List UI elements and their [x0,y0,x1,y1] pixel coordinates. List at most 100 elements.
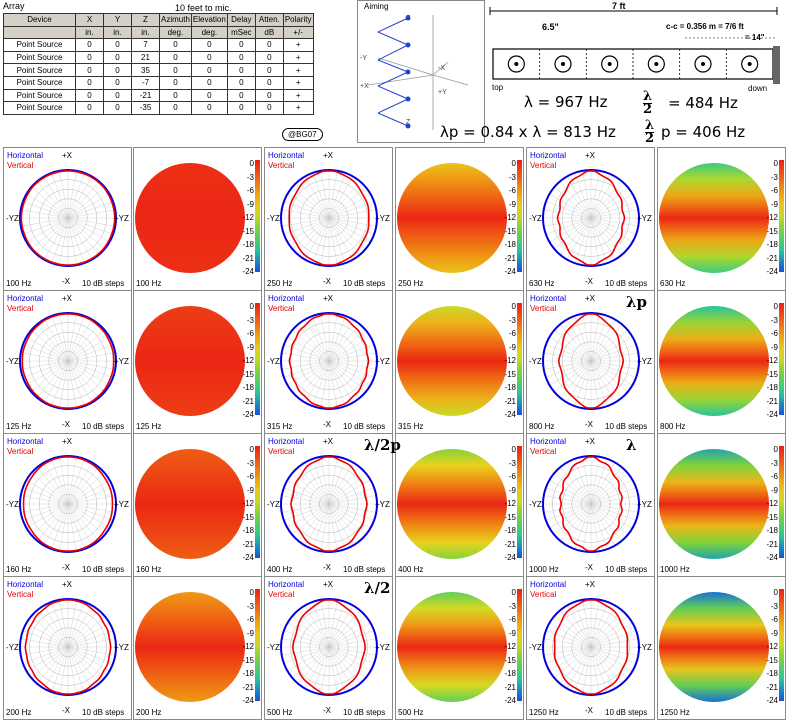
polar-grid-spoke [566,176,592,219]
table-cell: 0 [190,88,228,103]
horizontal-response-trace [280,169,378,267]
polar-grid-spoke [328,646,346,693]
scale-tick-label: -24 [504,267,516,276]
scale-tick-label: -24 [504,410,516,419]
polar-grid-spoke [283,217,330,235]
polar-grid-spoke [283,487,330,505]
frequency-label: 125 Hz [6,422,32,431]
polar-plot-svg [19,169,117,267]
polar-grid-spoke [67,201,114,219]
table-cell: -35 [131,101,160,115]
heatmap-svg [135,589,260,702]
table-cell: + [282,101,314,115]
polar-grid-spoke [559,181,592,219]
polar-grid-spoke [590,170,600,219]
scale-tick-label: -15 [242,655,254,665]
legend-vertical: Vertical [530,590,557,599]
polar-grid-spoke [545,344,592,362]
axis-plus-x: +X [585,580,596,589]
scale-tick-label: 0 [511,159,516,168]
scale-tick-label: -21 [242,682,254,692]
polar-grid-spoke [545,487,592,505]
table-cell: in. [75,25,104,40]
polar-grid-spoke [328,646,354,689]
polar-grid-spoke [20,638,69,648]
polar-grid-spoke [328,605,354,648]
polar-grid-spoke [590,458,608,505]
scale-tick-label: -3 [770,315,778,325]
polar-plot-svg [542,169,640,267]
heatmap-disc [659,449,769,559]
polar-grid-spoke [292,646,330,679]
scale-tick-label: -15 [766,226,778,236]
polar-grid-spoke [20,495,69,505]
table-cell: 0 [190,50,228,65]
polar-grid-spoke [67,601,85,648]
polar-grid-spoke [67,217,77,266]
polar-grid-spoke [328,176,354,219]
polar-plot-svg [280,455,378,553]
polar-grid-spoke [582,313,592,362]
scale-tick-label: -12 [766,499,778,508]
scale-tick-label: -12 [504,213,516,222]
heatmap-svg [397,446,522,559]
scale-tick-label: -15 [504,655,516,665]
table-cell: 0 [159,63,192,77]
polar-grid-spoke [590,503,608,550]
db-scale-bar [255,446,260,558]
table-cell: 0 [190,75,228,90]
polar-grid-spoke [328,319,354,362]
polar-grid-spoke [543,209,592,219]
table-cell: mSec [226,25,256,40]
polar-grid-spoke [328,646,338,695]
horizontal-response-trace [542,169,640,267]
vertical-response-trace [559,456,623,552]
aim-segment [377,31,409,46]
scale-tick-label: -21 [766,396,778,406]
polar-grid-spoke [20,352,69,362]
polar-grid-spoke [590,646,628,679]
polar-grid-spoke [328,360,361,398]
heatmap-svg [397,303,522,416]
polar-grid-spoke [590,217,637,235]
polar-grid-spoke [59,217,69,266]
vertical-response-trace [290,456,368,552]
polar-grid-spoke [590,630,637,648]
polar-grid-spoke [590,646,616,689]
polar-grid-spoke [559,467,592,505]
vertical-response-trace [20,170,116,266]
heatmap-disc [659,592,769,702]
db-scale-bar [779,446,784,558]
table-cell: -7 [131,75,160,90]
polar-grid-spoke [26,336,69,362]
db-scale-bar [779,160,784,272]
horizontal-response-trace [280,598,378,696]
scale-tick-label: -3 [770,172,778,182]
polar-grid-spoke [67,630,114,648]
polar-grid-spoke [590,217,628,250]
axis-yz-right: +YZ [375,214,390,223]
polar-grid-spoke [328,503,377,513]
heatmap-svg [659,160,784,273]
legend-horizontal: Horizontal [268,580,305,589]
scale-tick-label: -18 [504,526,516,535]
table-cell: 0 [254,63,284,77]
polar-grid-spoke [590,638,639,648]
polar-grid-spoke [43,605,69,648]
polar-grid-spoke [320,456,330,505]
polar-grid-spoke [590,352,639,362]
polar-grid-spoke [590,360,600,409]
polar-grid-spoke [328,503,338,552]
heatmap-svg [659,303,784,416]
polar-grid-spoke [67,479,110,505]
polar-grid-spoke [281,646,330,656]
scale-tick-label: -6 [770,472,778,481]
speaker-dot [405,123,411,129]
axis-minus-x: -X [585,420,593,429]
horizontal-response-trace [19,169,117,267]
table-cell: deg. [190,25,228,40]
polar-grid-spoke [328,360,354,403]
frequency-label: 630 Hz [529,279,555,288]
polar-grid-spoke [328,646,371,672]
polar-grid-spoke [36,324,69,362]
